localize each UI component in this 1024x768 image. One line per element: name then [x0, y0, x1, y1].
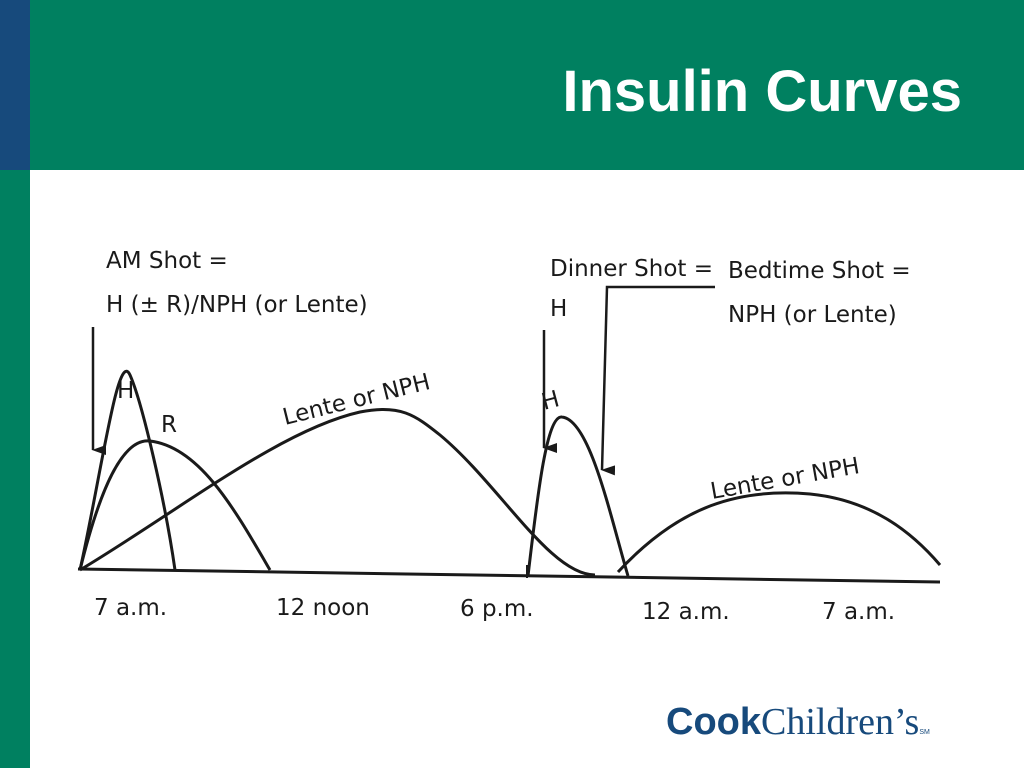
dinner-shot-label: Dinner Shot =	[550, 256, 713, 282]
h-morning-curve	[78, 370, 177, 571]
logo-childrens: Children’s	[761, 701, 920, 743]
lente-bedtime-curve	[616, 491, 942, 574]
bedtime-shot-arrow	[600, 285, 715, 476]
lente-morning-label: Lente or NPH	[280, 369, 433, 431]
time-label-7am: 7 a.m.	[94, 595, 167, 621]
time-label-12noon: 12 noon	[276, 595, 370, 621]
h-dinner-curve	[526, 415, 630, 577]
h-morning-label: H	[117, 378, 134, 404]
lente-bedtime-label: Lente or NPH	[709, 453, 862, 505]
dinner-shot-insulins: H	[550, 296, 567, 322]
insulin-curves-diagram: 7 a.m. 12 noon 6 p.m. 12 a.m. 7 a.m. AM …	[77, 248, 942, 625]
logo-cook: Cook	[666, 701, 761, 743]
cook-childrens-logo: CookChildren’sSM	[666, 700, 930, 744]
time-axis	[77, 567, 941, 584]
time-label-6pm: 6 p.m.	[460, 596, 534, 622]
slide-title: Insulin Curves	[562, 59, 962, 124]
time-label-12am: 12 a.m.	[642, 599, 730, 625]
title-banner: Insulin Curves	[30, 0, 1024, 170]
logo-service-mark: SM	[919, 729, 930, 736]
r-morning-label: R	[161, 412, 177, 438]
bedtime-shot-label: Bedtime Shot =	[728, 258, 911, 284]
time-label-7am-next: 7 a.m.	[822, 599, 895, 625]
h-dinner-label: H	[539, 386, 562, 416]
bedtime-shot-insulins: NPH (or Lente)	[728, 302, 897, 328]
r-morning-curve	[78, 439, 272, 571]
am-shot-insulins: H (± R)/NPH (or Lente)	[106, 292, 368, 318]
lente-morning-curve	[79, 407, 596, 577]
left-accent-bar-top	[0, 0, 30, 170]
am-shot-label: AM Shot =	[106, 248, 228, 274]
